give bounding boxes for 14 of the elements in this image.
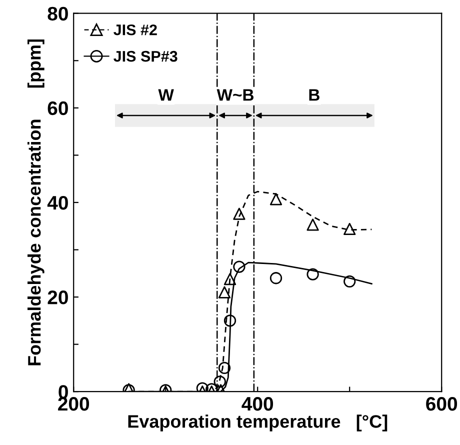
y-tick-label: 60 <box>48 101 68 116</box>
y-tick-label: 20 <box>48 290 68 304</box>
x-tick-label: 600 <box>426 396 458 411</box>
legend-label: JIS SP#3 <box>114 50 178 62</box>
legend-label: JIS #2 <box>114 24 157 36</box>
x-tick-label: 200 <box>58 396 90 411</box>
x-tick-label: 400 <box>242 396 274 411</box>
y-axis-title: Formaldehyde concentration [ppm] <box>28 39 44 366</box>
y-tick-label: 40 <box>47 196 68 210</box>
x-axis-title: Evaporation temperature [°C] <box>128 414 388 432</box>
band-label: B <box>309 89 320 101</box>
band-label: W~B <box>216 89 254 101</box>
band-label: W <box>158 89 174 101</box>
y-tick-label: 80 <box>48 6 68 21</box>
